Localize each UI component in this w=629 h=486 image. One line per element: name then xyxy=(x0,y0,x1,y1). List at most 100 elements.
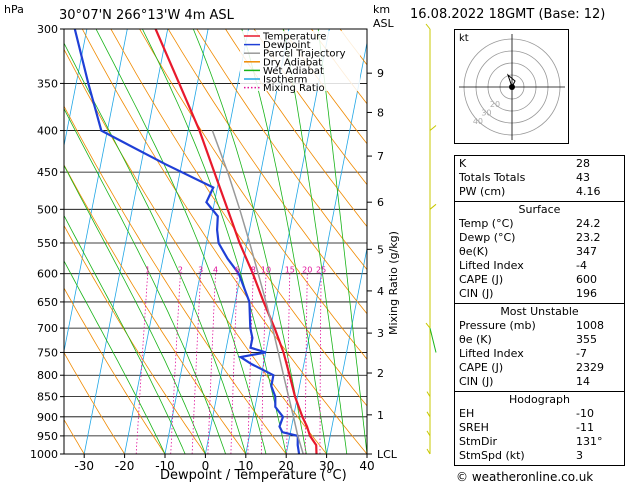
storm-motion-marker xyxy=(509,84,515,90)
wet-adiabat xyxy=(317,29,367,454)
isotherm xyxy=(205,29,290,454)
wet-adiabat xyxy=(64,164,206,454)
wind-barb xyxy=(425,322,431,329)
temperature-line xyxy=(154,29,318,454)
pressure-axis: 300 350 400 450 500 550 600 650 700 750 800 850 900 9… xyxy=(30,23,64,461)
temperature-tick-label: -20 xyxy=(115,459,135,473)
km-tick-label: LCL xyxy=(377,448,398,461)
wind-barb xyxy=(426,430,431,437)
isotherm xyxy=(124,29,209,454)
wet-adiabat xyxy=(95,29,267,454)
mixing-ratio-tick-label: 15 xyxy=(285,266,295,275)
legend-background xyxy=(240,31,360,91)
x-axis-label: Dewpoint / Temperature (°C) xyxy=(160,468,347,483)
km-tick-label: 8 xyxy=(377,106,384,119)
isotherm xyxy=(83,29,169,454)
most-unstable-row: θe (K) 355 xyxy=(459,333,597,346)
pressure-tick-label: 850 xyxy=(37,391,58,404)
dry-adiabat xyxy=(64,164,247,454)
mixing-ratio-line xyxy=(230,273,238,454)
mixing-ratio-tick-label: 3 xyxy=(198,266,203,275)
mixing-ratio-tick-label: 1 xyxy=(145,266,150,275)
wet-adiabat xyxy=(64,214,186,454)
mixing-ratio-tick-label: 8 xyxy=(251,266,256,275)
surface-row: CAPE (J) 600 xyxy=(459,273,597,286)
mixing-ratio-tick-label: 4 xyxy=(213,266,218,275)
surface-title: Surface xyxy=(518,203,561,216)
legend-entry: Dewpoint xyxy=(263,40,311,51)
mixing-ratio-line xyxy=(191,273,201,454)
km-tick-label: 2 xyxy=(377,367,384,380)
legend-entry: Mixing Ratio xyxy=(263,83,325,94)
pressure-tick-label: 350 xyxy=(37,77,58,90)
wind-barb xyxy=(429,327,437,353)
most-unstable-row: Lifted Index -7 xyxy=(459,347,587,360)
pressure-tick-label: 400 xyxy=(37,125,58,138)
km-tick-label: 7 xyxy=(377,150,384,163)
wet-adiabat xyxy=(241,29,327,454)
legend-entry: Wet Adiabat xyxy=(263,66,324,77)
dry-adiabat xyxy=(167,29,367,315)
dry-adiabat xyxy=(225,29,367,228)
mixing-ratio-tick-label: 10 xyxy=(261,266,271,275)
most-unstable-row: CIN (J) 14 xyxy=(459,375,590,388)
pressure-tick-label: 450 xyxy=(37,166,58,179)
temperature-tick-label: -30 xyxy=(74,459,94,473)
index-row-pw: PW (cm) 4.16 xyxy=(459,185,601,198)
legend-entry: Parcel Trajectory xyxy=(263,49,346,60)
wind-barb xyxy=(429,125,437,131)
legend-entry: Dry Adiabat xyxy=(263,57,322,68)
dewpoint-line xyxy=(73,29,301,454)
hodograph-ring-label: 20 xyxy=(490,100,500,109)
wind-barb xyxy=(426,391,431,397)
wind-barb xyxy=(426,411,431,418)
km-axis-title-top: km xyxy=(373,3,390,16)
hodograph-ring-label: 40 xyxy=(473,117,483,126)
mixing-ratio-axis-label: Mixing Ratio (g/kg) xyxy=(387,231,400,335)
hodograph-row: StmDir 131° xyxy=(459,435,603,448)
isotherm xyxy=(285,40,367,454)
dry-adiabat xyxy=(64,287,166,454)
surface-box: Surface Temp (°C) 24.2 Dewp (°C) 23.2 θe(K… xyxy=(454,202,625,304)
wet-adiabat xyxy=(64,260,166,454)
dry-adiabat xyxy=(64,224,206,454)
legend-entry: Isotherm xyxy=(263,75,307,86)
mixing-ratio-tick-label: 25 xyxy=(316,266,326,275)
pressure-tick-label: 700 xyxy=(37,322,58,335)
most-unstable-row: Pressure (mb) 1008 xyxy=(459,319,604,332)
km-tick-label: 5 xyxy=(377,243,384,256)
plot-frame xyxy=(63,28,368,455)
temperature-tick-label: 10 xyxy=(238,459,253,473)
hodograph-row: StmSpd (kt) 3 xyxy=(459,449,583,462)
hodograph-box: Hodograph EH -10 SREH -11 StmDir 131° StmSp… xyxy=(454,392,625,466)
pressure-tick-label: 950 xyxy=(37,430,58,443)
mixing-ratio-tick-label: 2 xyxy=(178,266,183,275)
surface-row: θe(K) 347 xyxy=(459,245,597,258)
most-unstable-title: Most Unstable xyxy=(500,305,579,318)
index-row-tt: Totals Totals 43 xyxy=(459,171,590,184)
index-row-k: K 28 xyxy=(459,157,590,170)
wind-barb xyxy=(425,23,431,30)
indices-box: K 28 Totals Totals 43 PW (cm) 4.16 xyxy=(454,155,625,202)
pressure-tick-label: 750 xyxy=(37,346,58,359)
mixing-ratio-tick-label: 6 xyxy=(235,266,240,275)
hodograph-ring-label: 30 xyxy=(481,109,491,118)
mixing-ratio-labels: 1 2 3 4 6 8 10 15 20 25 xyxy=(145,266,326,275)
surface-row: CIN (J) 196 xyxy=(459,287,597,300)
surface-row: Lifted Index -4 xyxy=(459,259,587,272)
wind-barb xyxy=(426,448,431,455)
dry-adiabat xyxy=(139,29,367,360)
temperature-tick-label: 30 xyxy=(319,459,334,473)
wet-adiabat xyxy=(64,42,247,454)
pressure-tick-label: 1000 xyxy=(30,448,58,461)
hodograph-unit-label: kt xyxy=(459,33,469,44)
mixing-ratio-line xyxy=(170,273,181,454)
km-axis-title-bottom: ASL xyxy=(373,17,395,30)
dry-adiabat xyxy=(110,29,367,407)
pressure-tick-label: 300 xyxy=(37,23,58,36)
most-unstable-row: CAPE (J) 2329 xyxy=(459,361,604,374)
most-unstable-box: Most Unstable Pressure (mb) 1008 θe (K) 35… xyxy=(454,304,625,392)
dry-adiabat xyxy=(253,29,367,186)
temperature-tick-label: -10 xyxy=(155,459,175,473)
